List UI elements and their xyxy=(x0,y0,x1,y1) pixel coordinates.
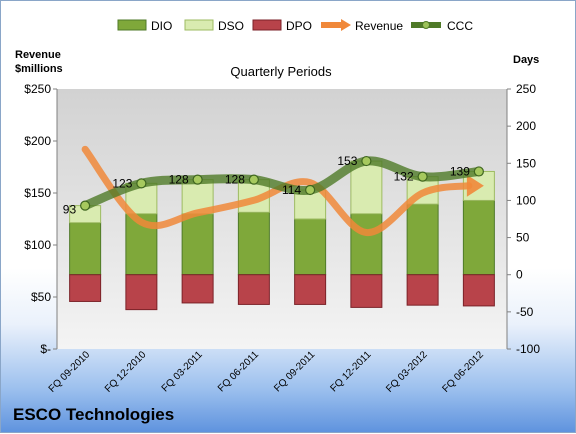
right-tick-label: 250 xyxy=(516,82,536,96)
left-axis-title-line2: $millions xyxy=(15,63,63,75)
ccc-data-label: 139 xyxy=(450,164,470,178)
x-tick-label: FQ 12-2011 xyxy=(329,349,374,394)
ccc-point xyxy=(80,200,91,211)
right-tick-label: -100 xyxy=(516,342,540,356)
bar-dio xyxy=(237,211,270,276)
line-ccc xyxy=(80,156,484,211)
left-tick-label: $50 xyxy=(31,290,51,304)
bar-dpo xyxy=(406,274,439,306)
ccc-data-label: 93 xyxy=(63,203,77,217)
bar-dpo xyxy=(294,274,327,305)
chart-title: Quarterly Periods xyxy=(230,64,332,79)
bar-dpo xyxy=(125,274,158,311)
revenue-arrowhead xyxy=(466,174,484,197)
left-tick-label: $200 xyxy=(24,134,51,148)
ccc-data-label: 123 xyxy=(112,176,132,190)
legend-item-dio: DIO xyxy=(117,19,172,33)
lines: 93 123 128 128 114 153 132 139 xyxy=(63,145,484,237)
bar-dpo xyxy=(462,274,495,307)
plot-area xyxy=(57,89,507,349)
x-tick-label: FQ 03-2012 xyxy=(384,349,430,395)
legend-label-dio: DIO xyxy=(151,19,172,33)
x-tick-label: FQ 03-2011 xyxy=(160,349,205,394)
ccc-data-label: 153 xyxy=(337,154,357,168)
bar-dio xyxy=(69,222,102,276)
legend-label-dpo: DPO xyxy=(286,19,312,33)
legend-swatch-dso xyxy=(184,19,214,31)
right-tick-label: 0 xyxy=(516,268,523,282)
bar-dso xyxy=(350,160,383,215)
x-tick-label: FQ 12-2010 xyxy=(103,349,149,395)
ccc-data-label: 128 xyxy=(169,173,189,187)
bar-dio xyxy=(294,218,327,276)
left-tick-label: $250 xyxy=(24,82,51,96)
left-axis-title-line1: Revenue xyxy=(15,49,61,61)
ccc-point xyxy=(248,174,259,185)
legend-item-revenue: Revenue xyxy=(321,19,403,33)
legend-item-ccc: CCC xyxy=(411,19,473,33)
ccc-point xyxy=(136,178,147,189)
bar-dpo xyxy=(237,274,270,305)
ccc-point xyxy=(192,174,203,185)
left-tick-label: $100 xyxy=(24,238,51,252)
company-name: ESCO Technologies xyxy=(13,405,175,424)
right-axis-ticks: -100 -50 0 50 100 150 200 250 xyxy=(507,82,540,356)
right-tick-label: 100 xyxy=(516,193,536,207)
right-tick-label: 200 xyxy=(516,119,536,133)
ccc-data-label: 128 xyxy=(225,173,245,187)
bar-dio xyxy=(406,203,439,276)
bars xyxy=(69,160,495,311)
right-tick-label: -50 xyxy=(516,305,534,319)
legend-label-dso: DSO xyxy=(218,19,244,33)
bar-dio xyxy=(462,199,495,276)
left-tick-label: $- xyxy=(40,342,51,356)
legend-label-revenue: Revenue xyxy=(355,19,403,33)
bar-dio xyxy=(181,213,214,276)
ccc-data-label: 114 xyxy=(282,183,301,197)
ccc-data-label: 132 xyxy=(394,170,414,184)
legend-marker-ccc xyxy=(422,21,430,29)
bar-dpo xyxy=(350,274,383,308)
x-axis-labels: FQ 09-2010 FQ 12-2010 FQ 03-2011 FQ 06-2011… xyxy=(47,349,487,395)
ccc-point xyxy=(361,155,372,167)
legend-swatch-dio xyxy=(117,19,147,31)
bar-dso xyxy=(237,179,270,213)
legend: DIO DSO DPO Revenue CCC xyxy=(117,19,473,33)
ccc-point xyxy=(305,184,316,196)
bar-dpo xyxy=(181,274,214,304)
bar-dpo xyxy=(69,274,102,302)
left-axis-ticks: $- $50 $100 $150 $200 $250 xyxy=(24,82,57,356)
x-tick-label: FQ 06-2011 xyxy=(216,349,261,394)
legend-label-ccc: CCC xyxy=(447,19,473,33)
right-tick-label: 50 xyxy=(516,231,530,245)
ccc-point xyxy=(473,166,484,177)
x-tick-label: FQ 06-2012 xyxy=(440,349,486,395)
x-tick-label: FQ 09-2010 xyxy=(47,349,93,395)
legend-arrow-revenue xyxy=(341,19,351,31)
ccc-point xyxy=(417,171,428,182)
left-tick-label: $150 xyxy=(24,186,51,200)
x-tick-label: FQ 09-2011 xyxy=(272,349,317,394)
legend-item-dso: DSO xyxy=(184,19,244,33)
legend-swatch-dpo xyxy=(252,19,282,31)
legend-item-dpo: DPO xyxy=(252,19,312,33)
right-axis-title: Days xyxy=(513,54,539,66)
right-tick-label: 150 xyxy=(516,156,536,170)
